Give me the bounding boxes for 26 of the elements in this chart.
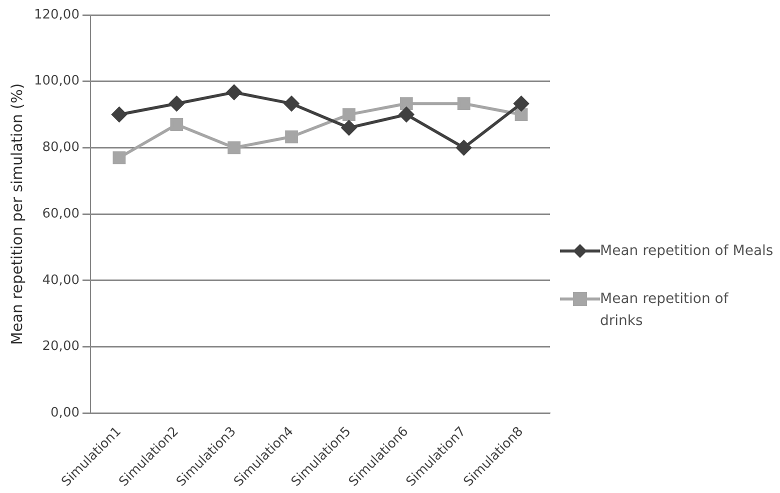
point (398, 107, 414, 122)
y-tick-label: 80,00 (42, 140, 80, 156)
point (456, 140, 472, 156)
point (170, 118, 184, 131)
point (514, 108, 528, 121)
point (284, 96, 300, 112)
point (112, 107, 127, 122)
legend-label: Mean repetition of Meals (600, 242, 774, 261)
point (342, 108, 356, 121)
point (228, 141, 241, 154)
point (285, 130, 298, 144)
y-tick-label: 0,00 (50, 406, 80, 421)
point (514, 96, 529, 112)
y-tick-label: 60,00 (42, 206, 80, 222)
point (226, 84, 242, 100)
y-tick-label: 40,00 (42, 272, 80, 288)
point (400, 97, 413, 110)
y-tick-label: 120,00 (34, 7, 80, 22)
point (112, 151, 126, 164)
point (169, 96, 184, 112)
legend-label: Mean repetition of drinks (600, 290, 730, 331)
point (457, 97, 470, 110)
y-axis-title: Mean repetition per simulation (%) (8, 83, 26, 345)
y-tick-label: 100,00 (34, 74, 80, 89)
point (341, 120, 356, 136)
y-tick-label: 20,00 (42, 339, 80, 354)
